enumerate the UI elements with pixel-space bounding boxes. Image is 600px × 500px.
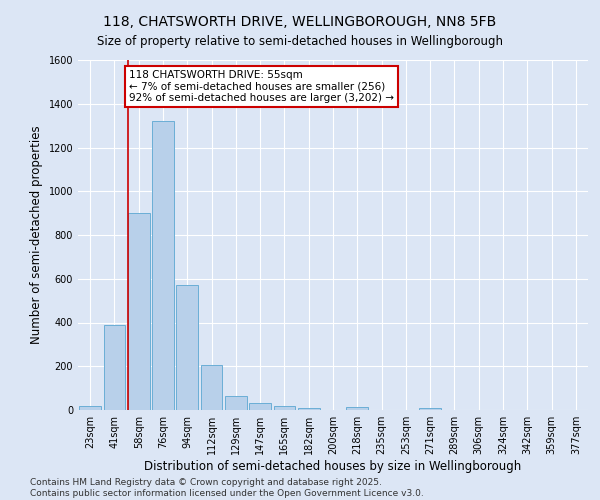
Bar — [79, 406, 101, 410]
Bar — [419, 408, 441, 410]
Bar — [274, 406, 295, 410]
Y-axis label: Number of semi-detached properties: Number of semi-detached properties — [30, 126, 43, 344]
Bar — [104, 324, 125, 410]
Text: 118, CHATSWORTH DRIVE, WELLINGBOROUGH, NN8 5FB: 118, CHATSWORTH DRIVE, WELLINGBOROUGH, N… — [103, 15, 497, 29]
Bar — [346, 406, 368, 410]
Bar — [176, 286, 198, 410]
Text: 118 CHATSWORTH DRIVE: 55sqm
← 7% of semi-detached houses are smaller (256)
92% o: 118 CHATSWORTH DRIVE: 55sqm ← 7% of semi… — [129, 70, 394, 103]
Bar — [152, 122, 174, 410]
Bar — [249, 404, 271, 410]
Bar — [128, 213, 149, 410]
Bar — [200, 365, 223, 410]
Text: Size of property relative to semi-detached houses in Wellingborough: Size of property relative to semi-detach… — [97, 35, 503, 48]
Bar — [225, 396, 247, 410]
X-axis label: Distribution of semi-detached houses by size in Wellingborough: Distribution of semi-detached houses by … — [145, 460, 521, 473]
Text: Contains HM Land Registry data © Crown copyright and database right 2025.
Contai: Contains HM Land Registry data © Crown c… — [30, 478, 424, 498]
Bar — [298, 408, 320, 410]
